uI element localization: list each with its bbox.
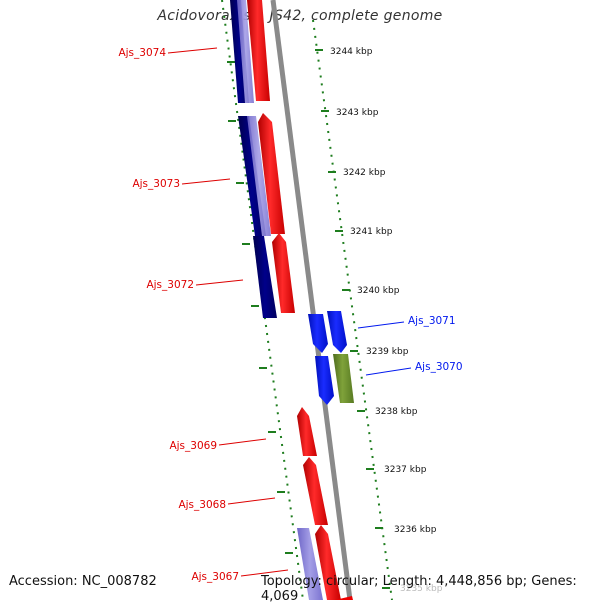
label-connector	[357, 321, 405, 329]
kbp-label: 3237 kbp	[384, 465, 427, 475]
gene-arrow-Ajs_3073[interactable]	[258, 113, 285, 234]
kbp-label: 3235 kbp	[400, 584, 443, 594]
gene-label-Ajs_3072[interactable]: Ajs_3072	[146, 279, 194, 291]
gene-arrow-Ajs_3069[interactable]	[297, 407, 317, 456]
gene-label-Ajs_3069[interactable]: Ajs_3069	[169, 440, 217, 452]
kbp-label: 3239 kbp	[366, 347, 409, 357]
kbp-label: 3240 kbp	[357, 286, 400, 296]
gene-label-Ajs_3071[interactable]: Ajs_3071	[408, 315, 456, 327]
kbp-label: 3242 kbp	[343, 168, 386, 178]
kbp-label: 3238 kbp	[375, 407, 418, 417]
accession-text: Accession: NC_008782	[9, 574, 157, 589]
kbp-label: 3236 kbp	[394, 525, 437, 535]
gene-label-Ajs_3070[interactable]: Ajs_3070	[415, 361, 463, 373]
gene-arrow-Ajs_3067[interactable]	[315, 525, 341, 600]
label-connector	[218, 438, 267, 446]
gc-track	[230, 0, 323, 600]
gene-label-Ajs_3073[interactable]: Ajs_3073	[132, 178, 180, 190]
tick-track-right	[312, 19, 393, 600]
gene-arrow-top[interactable]	[335, 596, 353, 600]
label-connector	[181, 178, 231, 185]
gene-label-Ajs_3067[interactable]: Ajs_3067	[191, 571, 239, 583]
gene-arrow-Ajs_3071[interactable]	[308, 311, 347, 353]
label-connector	[227, 497, 276, 505]
kbp-label: 3241 kbp	[350, 227, 393, 237]
gene-arrow-Ajs_3070[interactable]	[315, 356, 334, 405]
label-connector	[195, 279, 244, 286]
gene-arrow-Ajs_3072[interactable]	[272, 233, 295, 313]
gene-label-Ajs_3074[interactable]: Ajs_3074	[118, 47, 166, 59]
gene-label-Ajs_3068[interactable]: Ajs_3068	[178, 499, 226, 511]
label-connector	[240, 569, 289, 577]
gene-arrow-Ajs_3068[interactable]	[303, 457, 328, 525]
tick-track-left	[221, 0, 304, 600]
gene-arrow-Ajs_3074[interactable]	[247, 0, 270, 101]
genome-backbone	[270, 0, 353, 600]
label-connector	[167, 47, 218, 54]
kbp-label: 3244 kbp	[330, 47, 373, 57]
genome-title: Acidovorax sp. JS42, complete genome	[157, 8, 443, 24]
gene-arrow-olive[interactable]	[333, 354, 354, 403]
label-connector	[365, 367, 412, 376]
kbp-label: 3243 kbp	[336, 108, 379, 118]
